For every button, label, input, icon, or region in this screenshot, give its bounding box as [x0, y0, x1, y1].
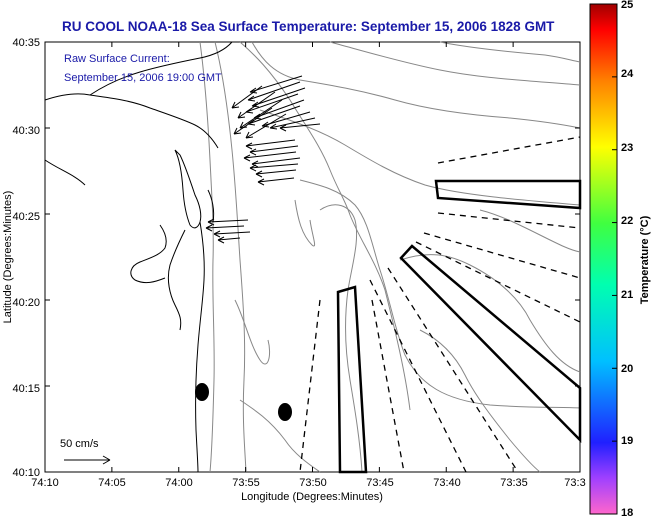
bathymetry-contours — [199, 41, 581, 473]
axis-tick-marks — [44, 41, 581, 473]
colorbar-tick-label: 21 — [621, 289, 633, 301]
x-tick-label: 73:50 — [299, 477, 327, 489]
surface-current-vectors — [205, 75, 321, 244]
site-marker-1 — [195, 383, 209, 401]
y-tick-label: 40:20 — [12, 297, 40, 309]
colorbar-tick-label: 22 — [621, 215, 633, 227]
colorbar-tick-label: 25 — [621, 0, 633, 11]
colorbar-tick-label: 19 — [621, 435, 633, 447]
x-tick-label: 73:3 — [564, 477, 585, 489]
x-tick-label: 73:40 — [433, 477, 461, 489]
site-marker-2 — [278, 403, 292, 421]
colorbar-tick-label: 20 — [621, 363, 633, 375]
scale-arrow-icon — [64, 455, 111, 465]
x-tick-label: 73:45 — [366, 477, 394, 489]
x-tick-label: 73:55 — [232, 477, 260, 489]
x-tick-label: 74:10 — [31, 477, 59, 489]
colorbar-tick-label: 24 — [621, 68, 634, 80]
y-tick-label: 40:25 — [12, 211, 40, 223]
y-tick-labels: 40:35 40:30 40:25 40:20 40:15 40:10 — [12, 37, 40, 479]
y-tick-label: 40:35 — [12, 37, 40, 49]
x-tick-labels: 74:10 74:05 74:00 73:55 73:50 73:45 73:4… — [31, 477, 585, 489]
plot-frame — [44, 41, 581, 473]
y-axis-label: Latitude (Degrees:Minutes) — [2, 191, 14, 324]
dashed-lines — [299, 136, 581, 473]
colorbar-tick-label: 23 — [621, 142, 633, 154]
colorbar-gradient — [589, 3, 618, 515]
x-axis-label: Longitude (Degrees:Minutes) — [241, 491, 383, 503]
coastline — [44, 41, 233, 473]
chart-title: RU COOL NOAA-18 Sea Surface Temperature:… — [62, 19, 555, 34]
y-tick-label: 40:30 — [12, 125, 40, 137]
y-tick-label: 40:15 — [12, 383, 40, 395]
scale-label: 50 cm/s — [60, 438, 99, 450]
colorbar: 25 24 23 22 21 20 19 18 Temperature (°C) — [589, 0, 651, 518]
x-tick-label: 73:35 — [500, 477, 528, 489]
zone-outlines — [336, 179, 582, 474]
x-tick-label: 74:05 — [98, 477, 126, 489]
x-tick-label: 74:00 — [165, 477, 193, 489]
current-note-line1: Raw Surface Current: — [64, 53, 170, 65]
current-note-line2: September 15, 2006 19:00 GMT — [64, 72, 222, 84]
colorbar-tick-label: 18 — [621, 507, 633, 518]
colorbar-label: Temperature (°C) — [639, 215, 651, 304]
y-tick-label: 40:10 — [12, 467, 40, 479]
